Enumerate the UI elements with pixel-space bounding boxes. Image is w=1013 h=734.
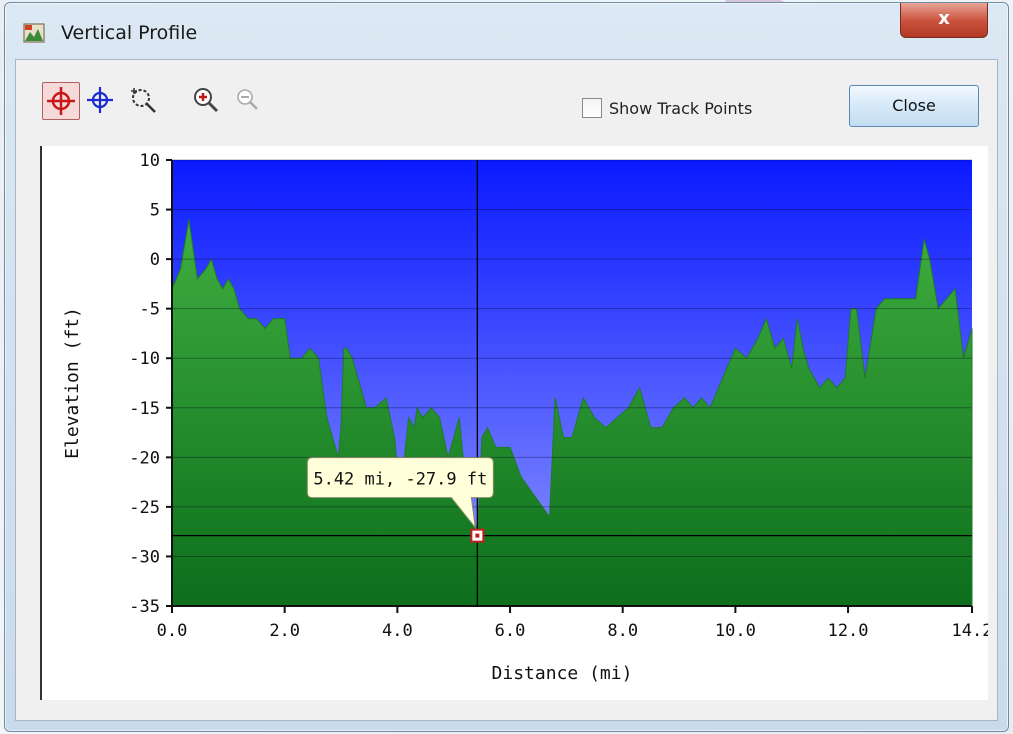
y-tick-label: -15: [129, 399, 160, 419]
x-tick-label: 0.0: [157, 621, 188, 641]
cursor-marker-dot: [475, 533, 480, 538]
x-tick-label: 14.2: [952, 621, 988, 641]
elevation-chart[interactable]: 10 5 0 -5 -10 -15 -20 -25 -30 -35 0.0 2.0 4.0 6.0 8.0 1…: [42, 146, 992, 700]
zoom-out-icon: [237, 89, 258, 110]
cursor-tooltip-text: 5.42 mi, -27.9 ft: [313, 470, 487, 490]
y-tick-label: -5: [140, 300, 160, 320]
app-icon: [23, 23, 45, 43]
title-bar[interactable]: Vertical Profile x: [5, 3, 1008, 59]
y-tick-label: -20: [129, 448, 160, 468]
y-tick-label: 0: [150, 250, 160, 270]
elevation-area: [171, 219, 973, 607]
y-tick-label: -35: [129, 597, 160, 617]
y-tick-label: -10: [129, 349, 160, 369]
x-tick-label: 10.0: [715, 621, 756, 641]
select-point-blue-icon: [87, 87, 113, 113]
vertical-profile-window: Vertical Profile x: [4, 2, 1009, 732]
x-tick-label: 12.0: [828, 621, 869, 641]
show-track-points-label: Show Track Points: [609, 98, 753, 118]
y-tick-label: -30: [129, 547, 160, 567]
zoom-area-button[interactable]: [126, 82, 162, 118]
zoom-out-button[interactable]: [230, 82, 266, 118]
y-tick-label: 5: [150, 201, 160, 221]
window-title: Vertical Profile: [61, 22, 198, 44]
show-track-points-checkbox[interactable]: [582, 98, 602, 118]
x-tick-label: 6.0: [495, 621, 526, 641]
y-tick-label: -25: [129, 498, 160, 518]
y-axis-title: Elevation (ft): [62, 307, 83, 459]
show-track-points-toggle[interactable]: Show Track Points: [582, 98, 752, 118]
select-point-red-button[interactable]: [42, 82, 80, 120]
toolbar: Show Track Points Close: [16, 60, 997, 146]
zoom-area-icon: [131, 88, 156, 113]
chart-panel[interactable]: 10 5 0 -5 -10 -15 -20 -25 -30 -35 0.0 2.0 4.0 6.0 8.0 1…: [40, 146, 992, 700]
close-button[interactable]: Close: [849, 85, 979, 127]
select-point-red-icon: [47, 87, 75, 115]
zoom-in-icon: [194, 88, 219, 113]
window-close-button[interactable]: x: [900, 3, 988, 38]
x-tick-label: 4.0: [382, 621, 413, 641]
x-tick-label: 2.0: [269, 621, 300, 641]
cursor-tooltip: [306, 457, 494, 530]
x-tick-label: 8.0: [607, 621, 638, 641]
dialog-client-area: Show Track Points Close 10 5 0 -5 -10 -15 -20 -…: [15, 59, 998, 721]
y-tick-label: 10: [140, 151, 160, 171]
x-axis-title: Distance (mi): [492, 663, 633, 684]
zoom-in-button[interactable]: [188, 82, 224, 118]
select-point-blue-button[interactable]: [82, 82, 118, 118]
